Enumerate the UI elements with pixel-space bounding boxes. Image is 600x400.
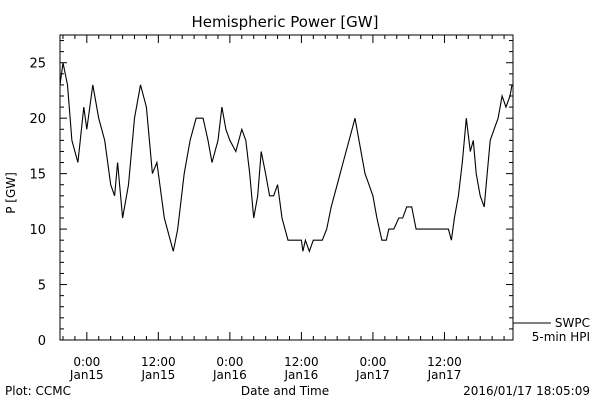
y-tick-label: 10 bbox=[29, 223, 46, 238]
x-tick-label-date: Jan16 bbox=[212, 368, 247, 382]
x-tick-label-date: Jan15 bbox=[140, 368, 175, 382]
y-tick-label: 5 bbox=[38, 279, 46, 294]
x-tick-label-time: 0:00 bbox=[73, 355, 100, 369]
y-tick-label: 15 bbox=[29, 168, 46, 183]
x-tick-label-time: 12:00 bbox=[141, 355, 176, 369]
x-axis-label: Date and Time bbox=[241, 384, 329, 398]
x-tick-label-date: Jan15 bbox=[69, 368, 104, 382]
x-tick-label-date: Jan17 bbox=[355, 368, 390, 382]
y-tick-label: 25 bbox=[29, 57, 46, 72]
series-line-swpc-hpi bbox=[59, 62, 513, 253]
x-tick-label-time: 12:00 bbox=[284, 355, 319, 369]
y-tick-label: 0 bbox=[38, 334, 46, 349]
x-tick-label-date: Jan17 bbox=[427, 368, 462, 382]
y-axis: 0 5 10 15 20 25 bbox=[29, 40, 513, 349]
chart-title: Hemispheric Power [GW] bbox=[192, 13, 379, 31]
x-axis: 0:00Jan1512:00Jan150:00Jan1612:00Jan160:… bbox=[62, 35, 505, 382]
legend-label-swpc: SWPC bbox=[555, 316, 590, 330]
plot-area-frame bbox=[59, 34, 514, 341]
y-axis-label: P [GW] bbox=[4, 172, 18, 214]
legend-label-5min-hpi: 5-min HPI bbox=[532, 330, 590, 344]
x-tick-label-time: 0:00 bbox=[216, 355, 243, 369]
y-tick-label: 20 bbox=[29, 112, 46, 127]
x-tick-label-time: 12:00 bbox=[427, 355, 462, 369]
footer-plot-credit: Plot: CCMC bbox=[5, 384, 71, 398]
x-tick-label-time: 0:00 bbox=[359, 355, 386, 369]
footer-timestamp: 2016/01/17 18:05:09 bbox=[463, 384, 590, 398]
x-tick-label-date: Jan16 bbox=[284, 368, 319, 382]
